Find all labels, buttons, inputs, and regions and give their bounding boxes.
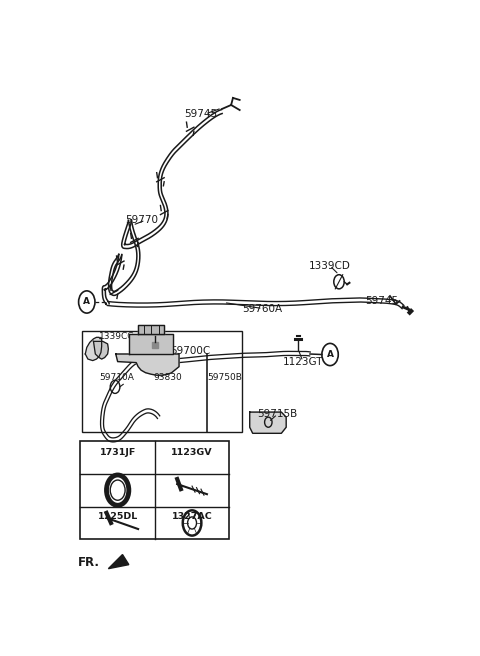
Polygon shape (116, 354, 179, 375)
Text: 1123GT: 1123GT (282, 357, 323, 367)
Text: A: A (84, 297, 90, 306)
Text: 1123GV: 1123GV (171, 448, 213, 457)
Polygon shape (85, 337, 102, 361)
Text: 93830: 93830 (154, 373, 182, 382)
Text: 1339CD: 1339CD (309, 260, 351, 271)
Polygon shape (94, 341, 108, 359)
Bar (81, 441, 229, 539)
Text: 59770: 59770 (125, 215, 158, 225)
Polygon shape (250, 412, 286, 434)
Text: 1339CC: 1339CC (99, 332, 134, 341)
Text: 1731JF: 1731JF (99, 448, 136, 457)
Text: 1125DL: 1125DL (97, 512, 138, 522)
Text: 59715B: 59715B (257, 409, 298, 419)
Polygon shape (129, 334, 173, 354)
Text: 1327AC: 1327AC (172, 512, 213, 522)
Text: 59710A: 59710A (99, 373, 134, 382)
Bar (83, 331, 242, 432)
Polygon shape (138, 325, 164, 334)
Text: 59700C: 59700C (170, 346, 210, 356)
Text: 59745: 59745 (365, 296, 398, 306)
Circle shape (110, 480, 125, 501)
Text: FR.: FR. (78, 556, 100, 569)
Text: A: A (326, 350, 334, 359)
Text: 59760A: 59760A (242, 304, 282, 314)
Polygon shape (108, 554, 129, 569)
Text: 59745: 59745 (185, 109, 218, 119)
Text: 59750B: 59750B (207, 373, 242, 382)
